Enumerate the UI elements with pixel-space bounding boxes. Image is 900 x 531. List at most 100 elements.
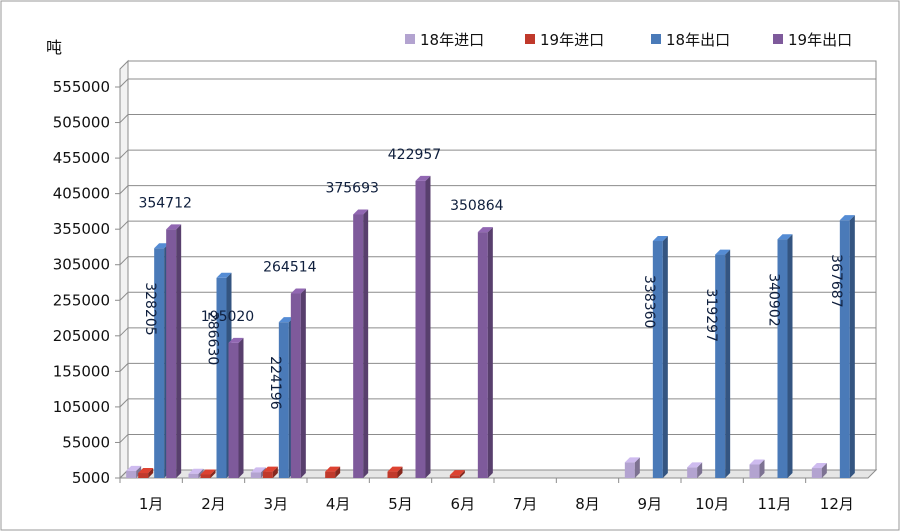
x-category-label: 12月 — [820, 495, 854, 513]
bar-side — [300, 288, 306, 478]
bar — [811, 463, 827, 478]
bar-front — [154, 248, 165, 478]
bar-front — [777, 239, 788, 478]
x-category-label: 6月 — [451, 495, 476, 513]
bar-front — [449, 475, 460, 478]
bar-front — [652, 241, 663, 478]
y-tick-label: 505000 — [53, 114, 110, 132]
bar-front — [387, 471, 398, 478]
x-category-label: 9月 — [638, 495, 663, 513]
bar-front — [126, 470, 137, 478]
bar — [290, 288, 306, 478]
x-category-label: 7月 — [513, 495, 538, 513]
gridline — [119, 114, 876, 123]
bar — [715, 249, 731, 478]
legend-label: 19年进口 — [540, 31, 604, 49]
bar-front — [228, 342, 239, 478]
bar-side — [397, 466, 403, 478]
bar — [200, 469, 216, 478]
bar-side — [787, 234, 793, 478]
bar-front — [250, 472, 261, 478]
bar-top — [715, 249, 731, 255]
bar — [228, 337, 244, 478]
legend-swatch — [405, 34, 415, 44]
bar — [652, 236, 668, 478]
bars — [126, 175, 855, 478]
bar — [687, 462, 703, 478]
gridline — [119, 220, 876, 230]
bar-front — [687, 467, 698, 478]
legend-swatch — [651, 34, 661, 44]
bar-side — [662, 236, 668, 478]
data-label: 286630 — [205, 312, 221, 365]
bar — [138, 468, 154, 478]
bar-side — [176, 224, 182, 478]
bar-side — [425, 175, 431, 478]
bar-side — [136, 465, 142, 478]
bar-side — [487, 227, 493, 478]
legend-swatch — [525, 34, 535, 44]
bar — [749, 459, 765, 478]
x-category-label: 4月 — [326, 495, 351, 513]
gridline — [119, 149, 876, 159]
x-category-label: 3月 — [264, 495, 289, 513]
y-tick-label: 155000 — [53, 362, 110, 380]
x-category-labels: 1月 2月 3月 4月 5月 6月 7月 8月 9月 10月 11月 12月 — [119, 478, 854, 513]
gridline — [119, 185, 876, 194]
data-label: 328205 — [142, 282, 158, 335]
bar-top — [449, 470, 465, 476]
bar-top — [154, 243, 170, 249]
x-category-label: 2月 — [201, 495, 226, 513]
bar — [777, 234, 793, 478]
bar — [126, 465, 142, 478]
bar-top — [138, 468, 154, 474]
y-tick-label: 355000 — [53, 220, 110, 238]
bar-top — [749, 459, 765, 465]
bar-top — [290, 288, 306, 294]
bar-top — [250, 467, 266, 473]
bar-side — [148, 468, 154, 478]
legend-swatch — [773, 34, 783, 44]
data-label: 195020 — [201, 309, 254, 325]
bar-top — [228, 337, 244, 343]
y-tick-label: 5000 — [72, 469, 110, 487]
bar — [188, 468, 204, 478]
x-category-label: 5月 — [388, 495, 413, 513]
gridline — [119, 78, 876, 88]
x-category-label: 11月 — [757, 495, 791, 513]
bar — [387, 466, 403, 478]
bar-front — [811, 468, 822, 478]
bar-front — [278, 322, 289, 478]
bar-top — [687, 462, 703, 468]
bar — [262, 466, 278, 478]
gridline — [119, 327, 876, 337]
bar-front — [290, 293, 301, 478]
bar-front — [166, 229, 177, 478]
bar-top — [200, 469, 216, 475]
y-tick-label: 455000 — [53, 149, 110, 167]
data-label: 340902 — [766, 273, 782, 326]
legend-label: 18年出口 — [666, 31, 730, 49]
legend-item: 18年出口 — [651, 31, 730, 49]
legend-item: 18年进口 — [405, 31, 484, 49]
y-tick-label: 405000 — [53, 185, 110, 203]
bar-top — [415, 175, 431, 181]
bar — [624, 457, 640, 478]
legend-item: 19年进口 — [525, 31, 604, 49]
data-label: 354712 — [138, 195, 191, 211]
data-label: 338360 — [641, 275, 657, 328]
bar-front — [188, 473, 199, 478]
bar — [166, 224, 182, 478]
y-tick-label: 205000 — [53, 327, 110, 345]
bar — [415, 175, 431, 478]
data-label: 224196 — [267, 356, 283, 410]
gridline — [119, 256, 876, 266]
bar-front — [216, 277, 227, 478]
y-tick-label: 55000 — [62, 433, 110, 451]
bar-side — [634, 457, 640, 478]
gridline — [119, 362, 876, 372]
data-label: 375693 — [325, 180, 378, 196]
y-tick-label: 105000 — [53, 398, 110, 416]
